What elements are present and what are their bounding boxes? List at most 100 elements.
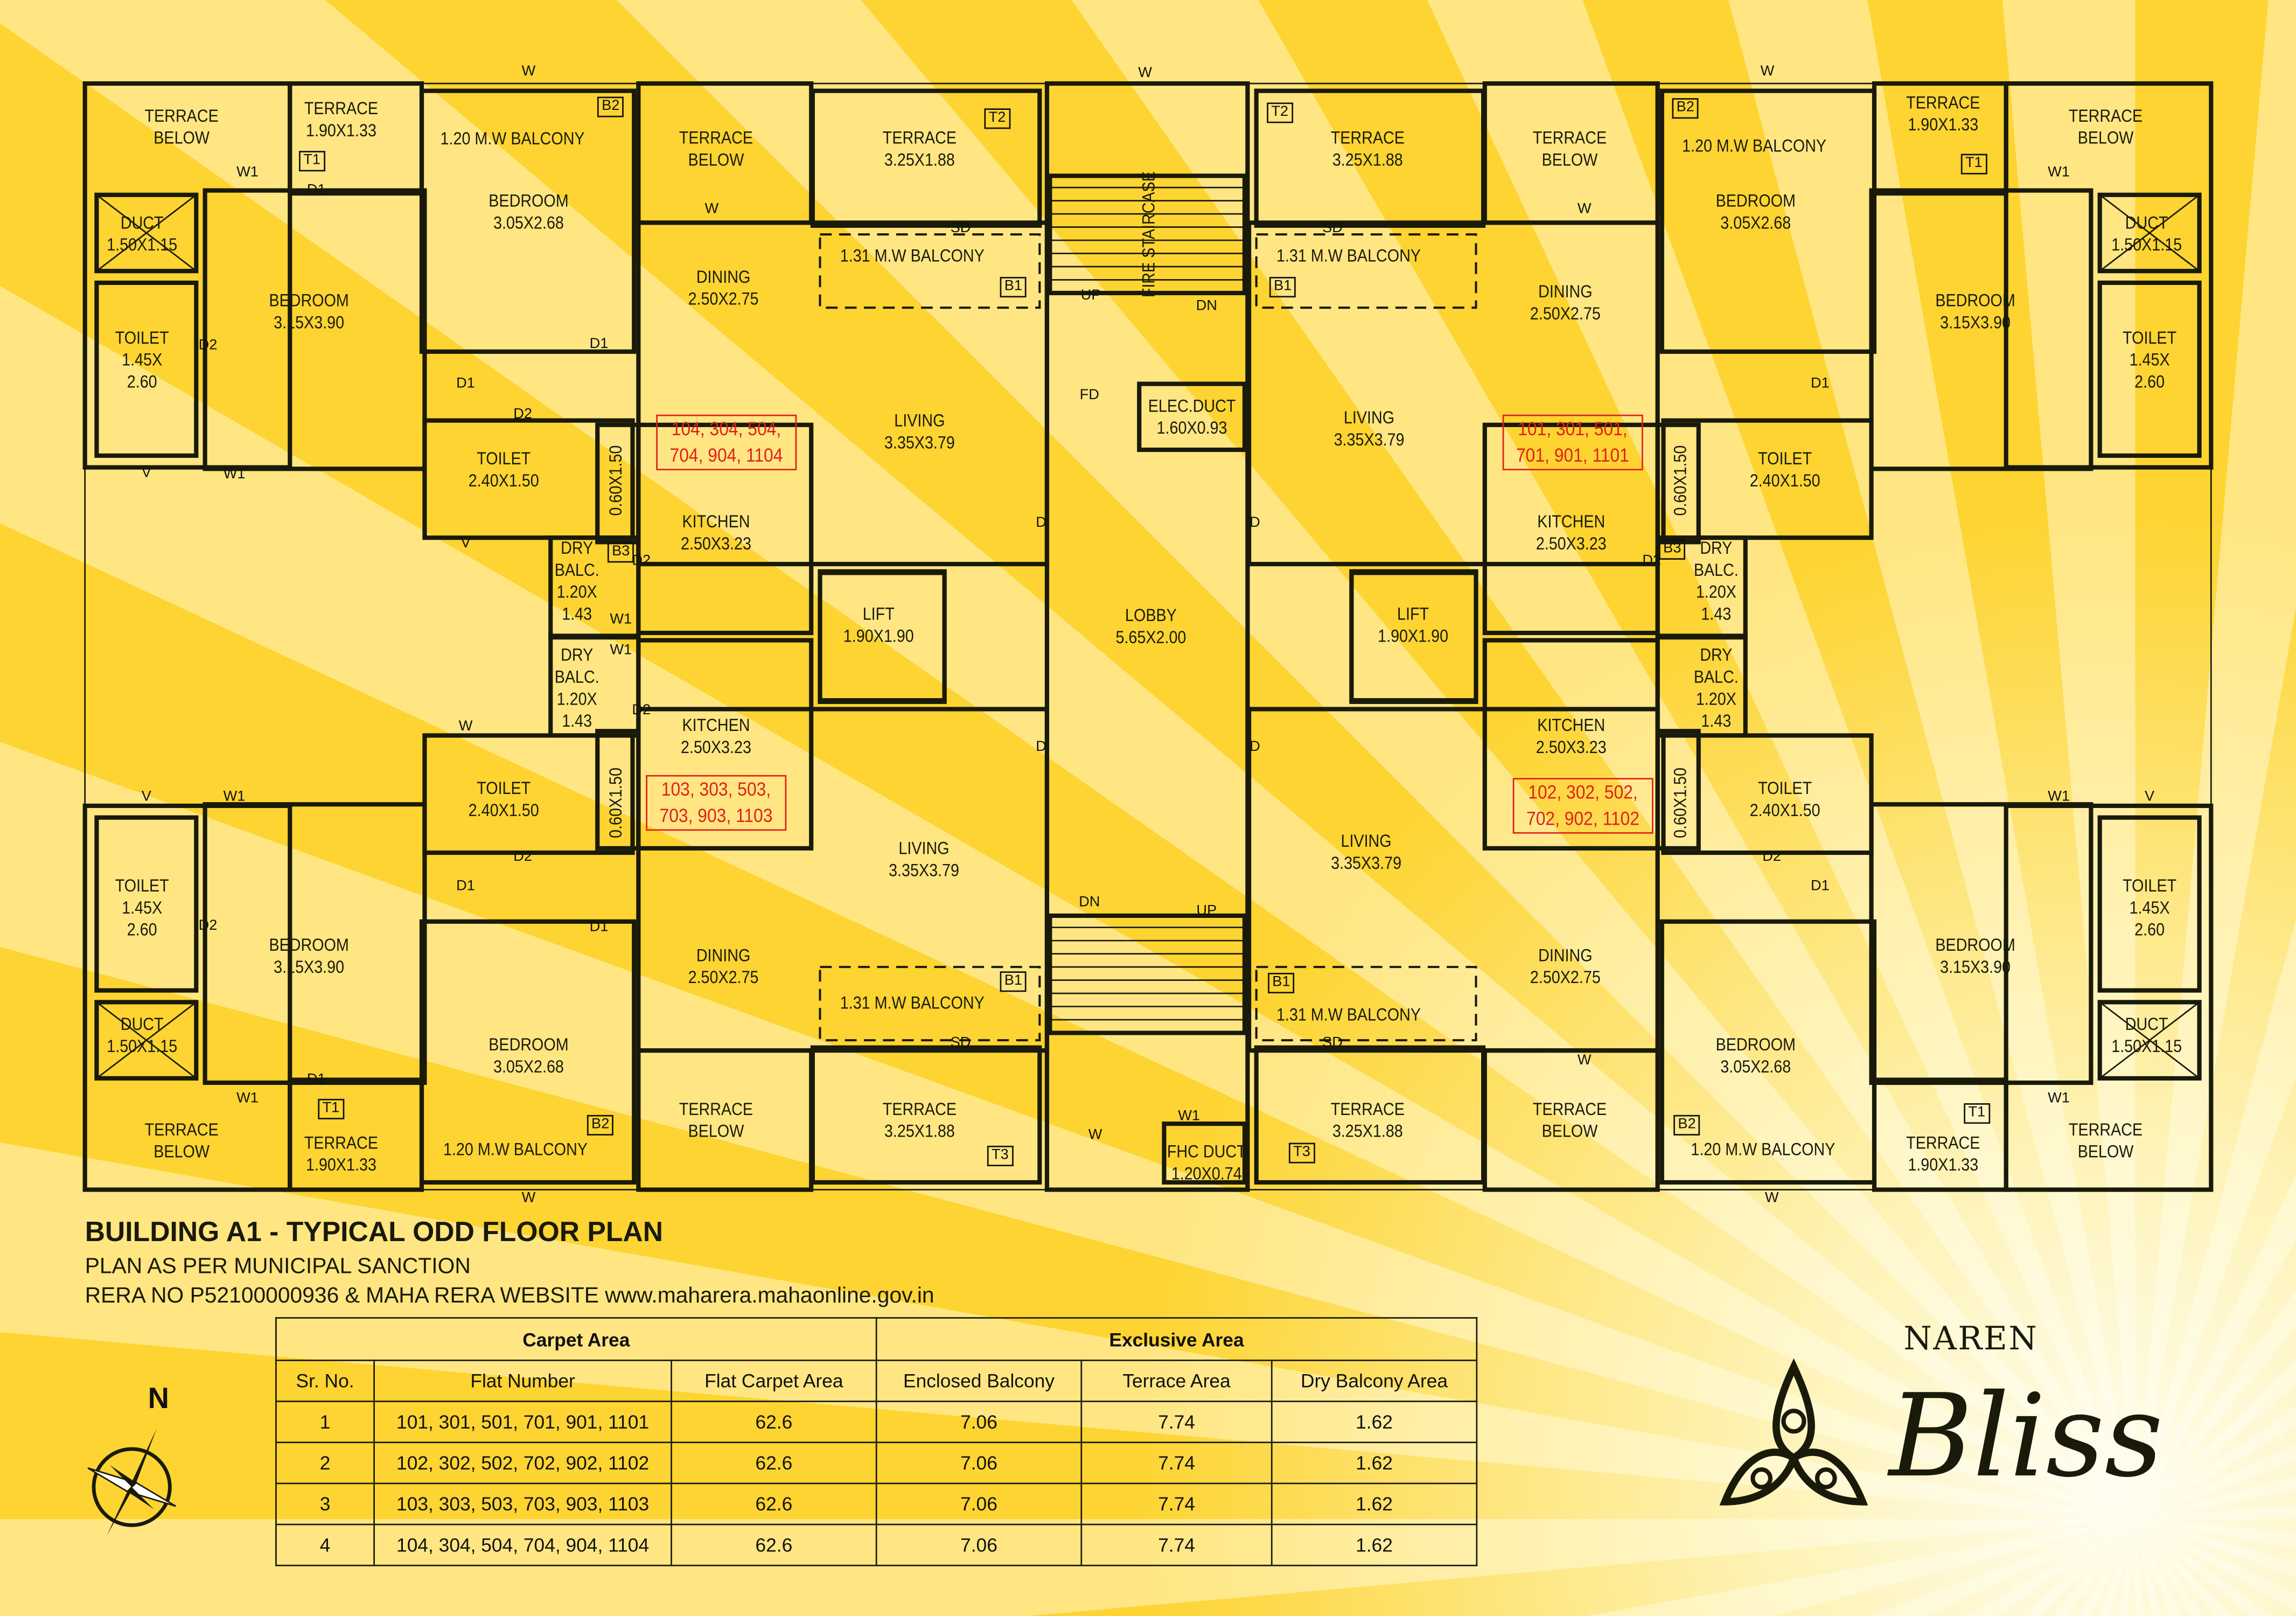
room-label-line: TERRACE xyxy=(144,1119,219,1140)
room-label: FIRE STAIRCASE xyxy=(1139,163,1161,306)
room-label-line: 3.15X3.90 xyxy=(274,312,345,333)
door-window-marker: W xyxy=(1764,1190,1779,1207)
wall xyxy=(810,88,1042,228)
flat-number-line: 703, 903, 1103 xyxy=(659,804,773,827)
wall xyxy=(1659,88,1877,354)
room-label: TERRACE 1.90X1.33 xyxy=(1901,1132,1985,1176)
door-window-marker: D2 xyxy=(1642,553,1662,569)
col-sr-no: Sr. No. xyxy=(275,1360,375,1402)
room-label-line: DUCT xyxy=(120,212,164,233)
room-label-line: 1.45X xyxy=(122,897,163,918)
room-label: LOBBY 5.65X2.00 xyxy=(1111,605,1191,649)
room-label-line: 0.60X1.50 xyxy=(1670,768,1691,838)
room-label-line: BEDROOM xyxy=(1935,290,2015,311)
wall xyxy=(1254,88,1486,228)
balcony-outline xyxy=(1255,966,1477,1042)
wall xyxy=(422,733,635,855)
flat-number-group: 103, 303, 503, 703, 903, 1103 xyxy=(646,775,786,831)
col-flat-carpet-area: Flat Carpet Area xyxy=(671,1360,877,1402)
zone-tag: B1 xyxy=(1269,277,1296,298)
north-label: N xyxy=(148,1383,169,1416)
duct-cross xyxy=(96,1001,197,1079)
logo-naren-text: NAREN xyxy=(1903,1321,2039,1359)
balcony-outline xyxy=(819,966,1041,1042)
door-window-marker: W xyxy=(458,719,473,735)
room-label-line: 1.45X xyxy=(2129,349,2170,370)
room-label-line: 1.50X1.15 xyxy=(2111,234,2182,255)
zone-tag: B1 xyxy=(1000,971,1027,992)
door-window-marker: SD xyxy=(1322,1035,1343,1051)
room-label-line: ELEC.DUCT xyxy=(1148,395,1236,416)
room-label: TOILET 2.40X1.50 xyxy=(464,448,544,492)
zone-tag: B1 xyxy=(1000,277,1027,298)
door-window-marker: D xyxy=(1250,515,1260,531)
door-window-marker: V xyxy=(141,465,151,482)
room-label-line: 3.05X2.68 xyxy=(1720,212,1791,233)
door-window-marker: W1 xyxy=(610,642,632,659)
room-label-line: TERRACE xyxy=(2068,1119,2143,1140)
room-label-line: BALC. xyxy=(554,666,599,687)
rera-info: RERA NO P52100000936 & MAHA RERA WEBSITE… xyxy=(85,1283,934,1308)
table-cell: 4 xyxy=(275,1523,375,1566)
door-window-marker: SD xyxy=(950,1035,971,1051)
room-label-line: 1.45X xyxy=(2129,897,2170,918)
zone-tag: B2 xyxy=(597,96,624,117)
zone-tag: T3 xyxy=(1288,1143,1315,1164)
table-cell: 1.62 xyxy=(1271,1401,1478,1444)
room-label-line: FHC DUCT xyxy=(1167,1141,1246,1162)
room-label-line: 1.90X1.33 xyxy=(306,1154,376,1175)
room-label-line: TOILET xyxy=(1758,448,1812,469)
room-label-line: 1.20 M.W BALCONY xyxy=(440,128,585,149)
room-label-line: 1.31 M.W BALCONY xyxy=(840,992,985,1013)
room-label-line: 3.05X2.68 xyxy=(493,1056,564,1077)
room-label: BEDROOM 3.15X3.90 xyxy=(263,935,354,979)
room-label: BEDROOM 3.05X2.68 xyxy=(483,191,574,235)
room-label-line: DRY xyxy=(561,644,594,665)
room-label: KITCHEN 2.50X3.23 xyxy=(1531,715,1611,759)
room-label: TERRACE 3.25X1.88 xyxy=(1325,1099,1409,1143)
table-cell: 7.74 xyxy=(1080,1482,1273,1526)
zone-tag: B2 xyxy=(1673,1115,1700,1136)
room-label-line: 0.60X1.50 xyxy=(605,768,626,838)
room-label-line: 5.65X2.00 xyxy=(1115,627,1187,648)
room-label-line: TERRACE xyxy=(679,1098,753,1120)
door-window-marker: DN xyxy=(1196,298,1217,315)
room-label-line: 2.40X1.50 xyxy=(468,470,539,491)
room-label-line: 3.05X2.68 xyxy=(1720,1056,1791,1077)
room-label: LIVING 3.35X3.79 xyxy=(880,410,960,455)
room-label-line: BELOW xyxy=(688,149,744,170)
room-label-line: TERRACE xyxy=(304,1132,379,1153)
room-label-line: 2.50X2.75 xyxy=(1530,967,1601,988)
room-label-line: KITCHEN xyxy=(1537,715,1606,736)
room-label-line: BEDROOM xyxy=(488,1034,569,1055)
table-cell: 62.6 xyxy=(671,1401,877,1444)
balcony-outline xyxy=(819,233,1041,309)
table-header-row: Sr. No. Flat Number Flat Carpet Area Enc… xyxy=(275,1360,1478,1402)
door-window-marker: W1 xyxy=(223,466,246,483)
zone-tag: T1 xyxy=(318,1098,344,1120)
door-window-marker: W1 xyxy=(2048,789,2070,805)
room-label-line: LIVING xyxy=(898,838,950,859)
room-label-line: BELOW xyxy=(2077,127,2134,148)
room-label-line: 1.20 M.W BALCONY xyxy=(1691,1139,1836,1160)
room-label-line: DINING xyxy=(696,267,751,288)
carpet-area-header: Carpet Area xyxy=(275,1317,877,1361)
door-window-marker: SD xyxy=(950,220,971,237)
room-label-line: TERRACE xyxy=(1906,1132,1980,1153)
door-window-marker: UP xyxy=(1196,903,1217,920)
room-label-line: BALC. xyxy=(1693,666,1739,687)
room-label: DRY BALC. 1.20X 1.43 xyxy=(1691,645,1741,733)
room-label-line: 3.35X3.79 xyxy=(1334,429,1405,450)
door-window-marker: V xyxy=(460,535,471,552)
door-window-marker: D1 xyxy=(306,1071,326,1088)
wall xyxy=(2097,192,2202,274)
wall xyxy=(94,192,199,274)
room-label-line: BEDROOM xyxy=(1715,190,1796,211)
door-window-marker: D xyxy=(1036,515,1046,531)
room-label: DUCT 1.50X1.15 xyxy=(2106,1014,2187,1058)
table-row: 1 101, 301, 501, 701, 901, 1101 62.6 7.06 7.… xyxy=(275,1401,1478,1444)
room-label: TERRACE BELOW xyxy=(674,128,758,172)
room-label-line: 1.20 M.W BALCONY xyxy=(443,1139,588,1160)
core-wall xyxy=(1137,381,1247,452)
room-label: KITCHEN 2.50X3.23 xyxy=(676,511,756,555)
